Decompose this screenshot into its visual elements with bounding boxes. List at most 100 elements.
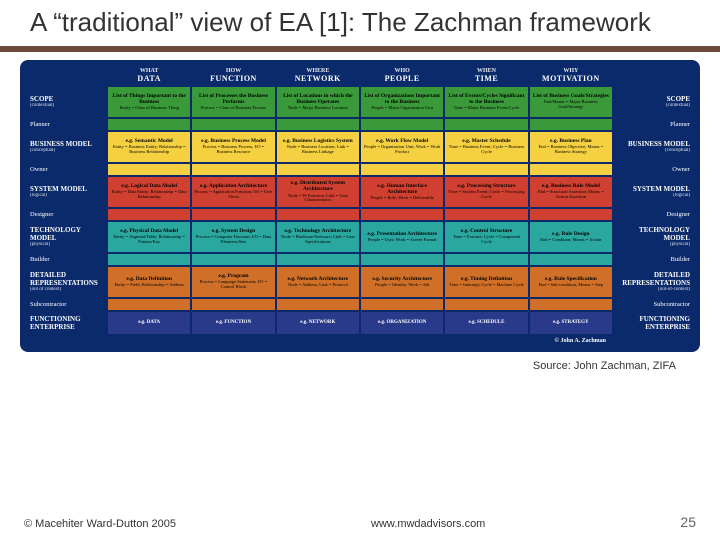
role-left-0: Planner [26, 119, 106, 130]
gap-2-2 [277, 209, 359, 220]
cell-3-2: e.g. Technology ArchitectureNode = Hardw… [277, 222, 359, 252]
gap-1-3 [361, 164, 443, 175]
row-right-5: FUNCTIONING ENTERPRISE [614, 312, 694, 334]
gap-0-5 [530, 119, 612, 130]
gap-3-2 [277, 254, 359, 265]
role-right-4: Subcontractor [614, 299, 694, 310]
slide: A “traditional” view of EA [1]: The Zach… [0, 0, 720, 540]
cell-1-5: e.g. Business PlanEnd = Business Objecti… [530, 132, 612, 162]
corner-bl [26, 336, 106, 346]
cell-5-0: e.g. DATA [108, 312, 190, 334]
row-right-1: BUSINESS MODEL(conceptual) [614, 132, 694, 162]
gap-3-1 [192, 254, 274, 265]
cell-4-2: e.g. Network ArchitectureNode = Address;… [277, 267, 359, 297]
gap-4-1 [192, 299, 274, 310]
role-right-2: Designer [614, 209, 694, 220]
cell-3-1: e.g. System DesignProcess = Computer Fun… [192, 222, 274, 252]
cell-1-2: e.g. Business Logistics SystemNode = Bus… [277, 132, 359, 162]
attribution: © John A. Zachman [108, 336, 612, 346]
gap-3-0 [108, 254, 190, 265]
gap-2-3 [361, 209, 443, 220]
gap-2-4 [445, 209, 527, 220]
gap-4-2 [277, 299, 359, 310]
role-right-1: Owner [614, 164, 694, 175]
cell-2-2: e.g. Distributed System ArchitectureNode… [277, 177, 359, 207]
gap-1-1 [192, 164, 274, 175]
row-right-3: TECHNOLOGY MODEL(physical) [614, 222, 694, 252]
gap-2-0 [108, 209, 190, 220]
gap-0-1 [192, 119, 274, 130]
col-header-3: WHOPEOPLE [361, 66, 443, 85]
gap-0-4 [445, 119, 527, 130]
role-left-1: Owner [26, 164, 106, 175]
col-header-2: WHERENETWORK [277, 66, 359, 85]
row-left-2: SYSTEM MODEL(logical) [26, 177, 106, 207]
cell-3-4: e.g. Control StructureTime = Execute; Cy… [445, 222, 527, 252]
cell-4-3: e.g. Security ArchitecturePeople = Ident… [361, 267, 443, 297]
title-rule [0, 46, 720, 52]
cell-2-3: e.g. Human Interface ArchitecturePeople … [361, 177, 443, 207]
row-right-0: SCOPE(contextual) [614, 87, 694, 117]
footer: © Macehiter Ward-Dutton 2005 www.mwdadvi… [0, 510, 720, 540]
copyright: © Macehiter Ward-Dutton 2005 [24, 518, 176, 530]
row-left-1: BUSINESS MODEL(conceptual) [26, 132, 106, 162]
cell-4-4: e.g. Timing DefinitionTime = Interrupt; … [445, 267, 527, 297]
cell-5-1: e.g. FUNCTION [192, 312, 274, 334]
gap-1-4 [445, 164, 527, 175]
page-number: 25 [680, 514, 696, 530]
cell-0-4: List of Events/Cycles Significant to the… [445, 87, 527, 117]
corner-br [614, 336, 694, 346]
cell-1-0: e.g. Semantic ModelEntity = Business Ent… [108, 132, 190, 162]
gap-0-0 [108, 119, 190, 130]
row-left-3: TECHNOLOGY MODEL(physical) [26, 222, 106, 252]
gap-0-3 [361, 119, 443, 130]
col-header-4: WHENTIME [445, 66, 527, 85]
col-header-0: WHATDATA [108, 66, 190, 85]
row-left-4: DETAILED REPRESENTATIONS(out of context) [26, 267, 106, 297]
cell-1-4: e.g. Master ScheduleTime = Business Even… [445, 132, 527, 162]
cell-2-0: e.g. Logical Data ModelEntity = Data Ent… [108, 177, 190, 207]
gap-3-5 [530, 254, 612, 265]
framework-grid: WHATDATAHOWFUNCTIONWHERENETWORKWHOPEOPLE… [26, 66, 694, 346]
row-right-4: DETAILED REPRESENTATIONS(out-of-context) [614, 267, 694, 297]
gap-3-3 [361, 254, 443, 265]
gap-4-3 [361, 299, 443, 310]
cell-0-2: List of Locations in which the Business … [277, 87, 359, 117]
cell-0-0: List of Things Important to the Business… [108, 87, 190, 117]
title-area: A “traditional” view of EA [1]: The Zach… [0, 0, 720, 44]
footer-url: www.mwdadvisors.com [371, 518, 485, 530]
col-header-1: HOWFUNCTION [192, 66, 274, 85]
cell-0-3: List of Organizations Important to the B… [361, 87, 443, 117]
cell-2-4: e.g. Processing StructureTime = System E… [445, 177, 527, 207]
role-right-0: Planner [614, 119, 694, 130]
gap-0-2 [277, 119, 359, 130]
source-line: Source: John Zachman, ZIFA [20, 352, 700, 376]
cell-5-4: e.g. SCHEDULE [445, 312, 527, 334]
cell-3-5: e.g. Rule DesignEnd = Condition; Means =… [530, 222, 612, 252]
cell-5-3: e.g. ORGANIZATION [361, 312, 443, 334]
row-right-2: SYSTEM MODEL(logical) [614, 177, 694, 207]
cell-3-3: e.g. Presentation ArchitecturePeople = U… [361, 222, 443, 252]
cell-1-1: e.g. Business Process ModelProcess = Bus… [192, 132, 274, 162]
cell-1-3: e.g. Work Flow ModelPeople = Organizatio… [361, 132, 443, 162]
cell-3-0: e.g. Physical Data ModelEntity = Segment… [108, 222, 190, 252]
gap-4-5 [530, 299, 612, 310]
cell-5-2: e.g. NETWORK [277, 312, 359, 334]
cell-4-0: e.g. Data DefinitionEntity = Field; Rela… [108, 267, 190, 297]
row-left-0: SCOPE(contextual) [26, 87, 106, 117]
gap-2-5 [530, 209, 612, 220]
corner-tl [26, 66, 106, 85]
slide-title: A “traditional” view of EA [1]: The Zach… [30, 8, 690, 38]
cell-4-1: e.g. ProgramProcess = Language Statement… [192, 267, 274, 297]
gap-1-2 [277, 164, 359, 175]
role-left-4: Subcontractor [26, 299, 106, 310]
gap-3-4 [445, 254, 527, 265]
cell-0-1: List of Processes the Business PerformsP… [192, 87, 274, 117]
framework-wrap: WHATDATAHOWFUNCTIONWHERENETWORKWHOPEOPLE… [0, 60, 720, 510]
corner-tr [614, 66, 694, 85]
gap-1-5 [530, 164, 612, 175]
row-left-5: FUNCTIONING ENTERPRISE [26, 312, 106, 334]
cell-4-5: e.g. Rule SpecificationEnd = Sub-conditi… [530, 267, 612, 297]
cell-0-5: List of Business Goals/StrategiesEnd/Mea… [530, 87, 612, 117]
role-left-3: Builder [26, 254, 106, 265]
